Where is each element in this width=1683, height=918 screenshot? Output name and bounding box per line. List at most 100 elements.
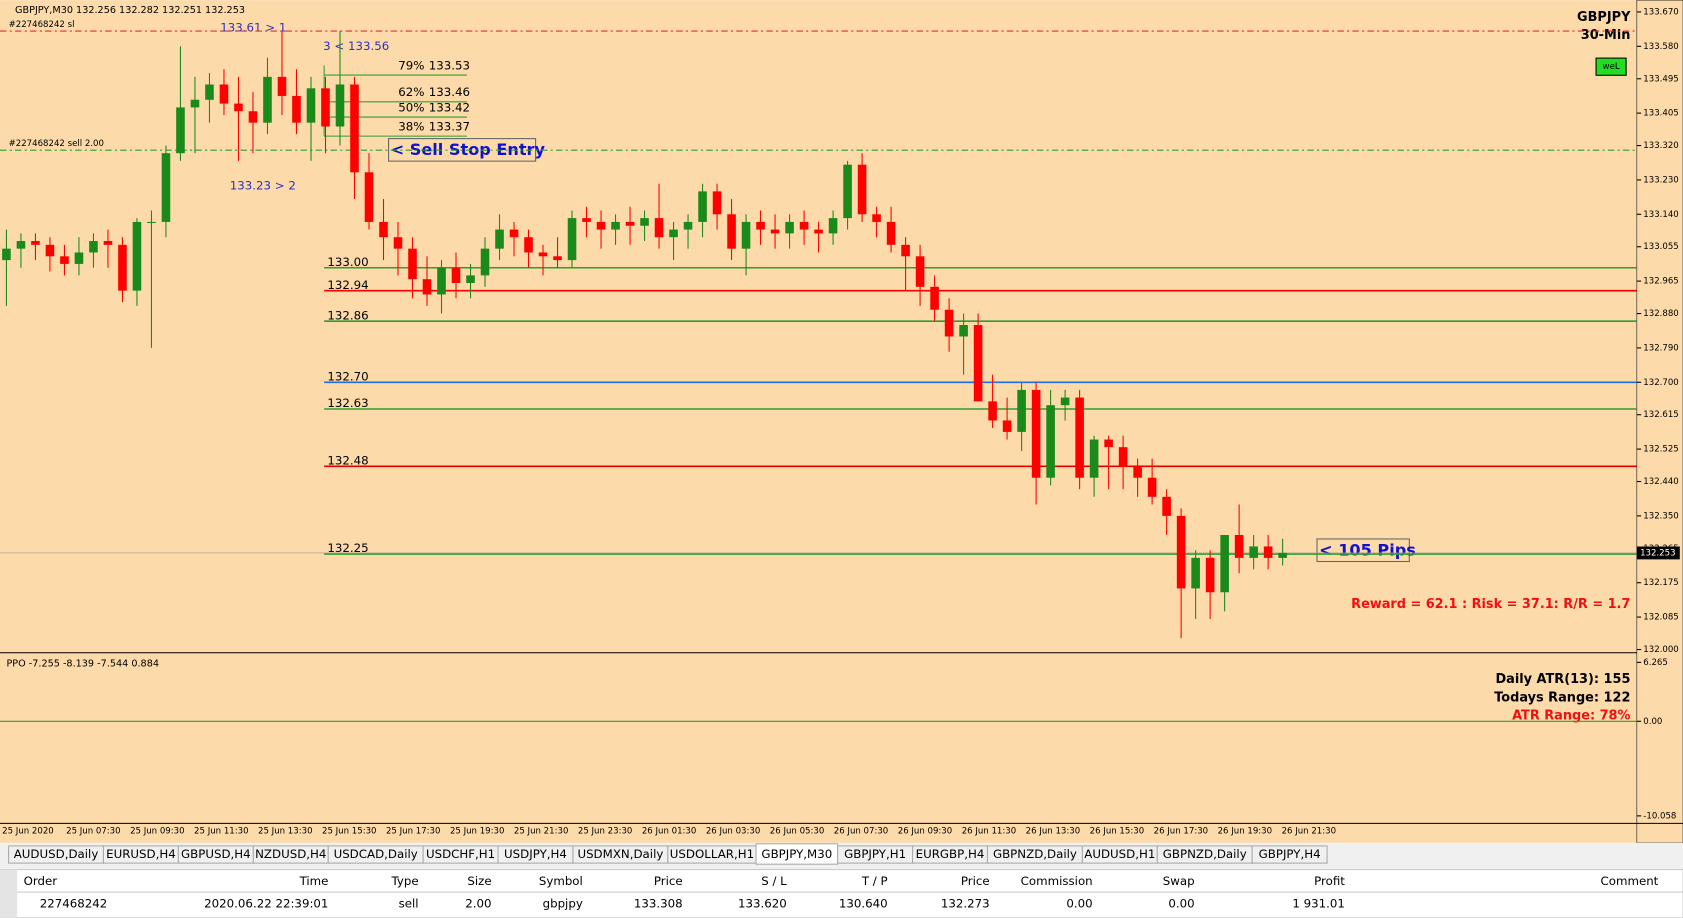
x-tick-label: 26 Jun 13:30 [1026,826,1081,836]
annotation: < 105 Pips [1319,540,1416,559]
price-axis [1636,0,1683,843]
candle-body [1191,557,1200,589]
tab-label[interactable]: USDCHF,H1 [426,847,495,861]
candle-body [422,279,432,295]
x-tick-label: 26 Jun 09:30 [898,826,953,836]
tab-label[interactable]: GBPJPY,H4 [1259,847,1321,861]
tab-label[interactable]: USDMXN,Daily [577,847,663,861]
candle-body [1205,557,1215,593]
tab-label[interactable]: USDJPY,H4 [504,847,567,861]
candle-body [1234,534,1244,558]
candle-body [1031,389,1041,478]
y-tick-label: 133.055 [1643,242,1678,252]
candle-body [915,256,925,287]
candle-body [364,172,374,222]
trade-label: #227468242 sl [9,20,75,30]
candle-body [393,237,403,249]
tab-label[interactable]: GBPJPY,H1 [844,847,906,861]
candle-body [1075,397,1084,478]
annotation: Reward = 62.1 : Risk = 37.1: R/R = 1.7 [1351,597,1630,612]
candle-body [147,221,156,224]
candle-body [408,248,417,280]
tab-label[interactable]: EURGBP,H4 [916,847,985,861]
cell[interactable]: 132.273 [941,896,990,910]
x-tick-label: 26 Jun 21:30 [1282,826,1337,836]
candle-body [901,244,910,257]
tab-label[interactable]: EURUSD,H4 [106,847,176,861]
tab-label[interactable]: GBPNZD,Daily [993,847,1077,861]
candle-body [799,221,809,230]
annotation: 3 < 133.56 [323,39,389,53]
cell[interactable]: 1 931.01 [1292,896,1345,910]
candle-body [1002,420,1012,432]
cell[interactable]: 227468242 [40,896,108,910]
x-tick-label: 25 Jun 09:30 [130,826,185,836]
level-label: 132.63 [327,396,368,410]
y-tick-label: 133.405 [1643,109,1678,119]
column-header: Order [24,874,58,888]
column-header: Price [654,874,683,888]
candle-body [741,221,751,249]
candle-body [132,221,142,291]
candle-body [277,76,287,96]
orders-table [0,869,1683,918]
candle-body [16,241,26,249]
candle-body [654,218,664,238]
tab-label[interactable]: USDOLLAR,H1 [670,847,754,861]
tab-label[interactable]: AUDUSD,Daily [14,847,99,861]
candle-body [1176,515,1186,589]
cell[interactable]: 0.00 [1168,896,1194,910]
cell[interactable]: 130.640 [839,896,888,910]
x-tick-label: 25 Jun 07:30 [66,826,121,836]
candle-body [292,95,301,123]
cell[interactable]: 0.00 [1066,896,1092,910]
column-header: Price [961,874,990,888]
tab-label[interactable]: GBPNZD,Daily [1163,847,1247,861]
fib-price: 133.46 [429,85,470,99]
range: Todays Range: 122 [1494,690,1630,705]
level-label: 132.94 [327,278,368,292]
badge: weL [1603,62,1620,72]
candle-body [335,84,345,127]
cell[interactable]: sell [399,896,419,910]
column-header: Symbol [539,874,583,888]
candle-body [2,248,11,261]
candle-body [60,256,69,264]
candle-body [509,229,519,238]
candle-body [1104,439,1113,448]
column-header: T / P [861,874,888,888]
tab-label[interactable]: USDCAD,Daily [334,847,418,861]
tab-label[interactable]: GBPUSD,H4 [181,847,251,861]
tab[interactable] [1251,845,1328,864]
candle-body [234,103,243,112]
cell[interactable]: 133.308 [634,896,683,910]
fib-pct: 79% [398,58,424,72]
annotation: < Sell Stop Entry [391,140,546,159]
chart-header: GBPJPY,M30 132.256 132.282 132.251 132.2… [15,5,245,16]
candle-body [814,229,823,234]
tab-label[interactable]: NZDUSD,H4 [255,847,326,861]
level-label: 132.25 [327,541,368,555]
candle-body [248,111,258,123]
candle-body [74,252,84,264]
fib-pct: 50% [398,100,424,114]
tab-label[interactable]: GBPJPY,M30 [761,847,832,861]
y-tick-label: -10.058 [1643,811,1676,821]
x-tick-label: 25 Jun 21:30 [514,826,569,836]
tab-label[interactable]: AUDUSD,H1 [1084,847,1155,861]
candle-body [596,221,606,230]
candle-body [205,84,214,100]
price-tag [1636,546,1680,560]
cell[interactable]: 133.620 [738,896,787,910]
cell[interactable]: gbpjpy [543,896,583,910]
y-tick-label: 132.790 [1643,343,1678,353]
candle-body [31,241,40,245]
candle-body [1263,546,1273,558]
cell[interactable]: 2020.06.22 22:39:01 [204,896,328,910]
timeframe: 30-Min [1581,28,1631,43]
candle-body [857,164,867,215]
column-header: Commission [1021,874,1093,888]
candle-body [306,88,316,123]
cell[interactable]: 2.00 [465,896,491,910]
x-tick-label: 26 Jun 15:30 [1090,826,1145,836]
